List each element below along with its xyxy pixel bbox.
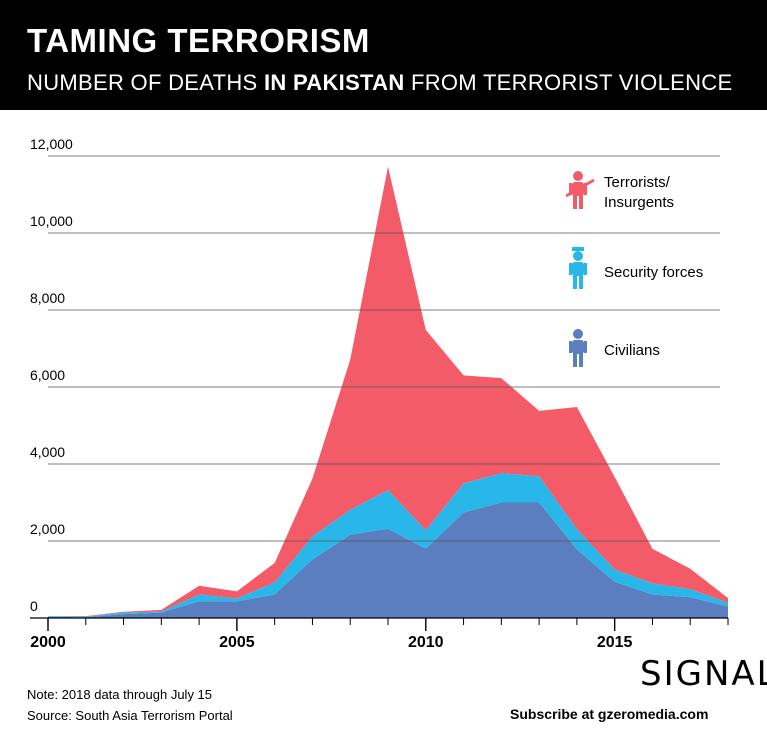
legend: Terrorists/Insurgents Security forces Civi… — [565, 171, 703, 367]
legend-label: Insurgents — [604, 194, 674, 211]
legend-label: Civilians — [604, 342, 660, 359]
y-axis-labels: 0 2,000 4,000 6,000 8,000 10,000 12,000 — [30, 136, 73, 614]
y-tick-label: 6,000 — [30, 367, 65, 383]
x-axis: 2000 2005 2010 2015 — [30, 617, 729, 651]
chart-gridlines — [48, 155, 720, 542]
legend-item-civilians: Civilians — [569, 329, 660, 367]
legend-label: Security forces — [604, 264, 703, 281]
y-tick-label: 4,000 — [30, 444, 65, 460]
area-security — [48, 473, 728, 618]
person-icon — [569, 329, 587, 367]
y-tick-label: 2,000 — [30, 521, 65, 537]
legend-item-security: Security forces — [569, 247, 703, 289]
subtitle-bold: IN PAKISTAN — [263, 70, 405, 95]
legend-label: Terrorists/ — [604, 174, 671, 191]
header: TAMING TERRORISM NUMBER OF DEATHS IN PAK… — [0, 0, 767, 110]
legend-item-terrorists: Terrorists/Insurgents — [565, 171, 674, 211]
y-tick-label: 12,000 — [30, 136, 73, 152]
subtitle-post: FROM TERRORIST VIOLENCE — [404, 70, 733, 95]
person-icon — [569, 247, 587, 289]
area-civilians — [48, 502, 728, 618]
subscribe-link[interactable]: Subscribe at gzeromedia.com — [510, 706, 709, 722]
x-tick-label: 2005 — [219, 634, 255, 651]
y-tick-label: 8,000 — [30, 290, 65, 306]
chart-subtitle: NUMBER OF DEATHS IN PAKISTAN FROM TERROR… — [27, 70, 732, 96]
signal-logo: SIGNAL — [640, 654, 767, 694]
subtitle-pre: NUMBER OF DEATHS — [27, 70, 264, 95]
area-terrorists — [48, 166, 728, 617]
x-tick-label: 2010 — [408, 634, 444, 651]
y-tick-label: 0 — [30, 598, 38, 614]
note-text: Note: 2018 data through July 15 — [27, 687, 213, 702]
chart-areas — [48, 166, 728, 618]
x-tick-label: 2000 — [30, 634, 66, 651]
person-icon — [565, 171, 595, 209]
y-tick-label: 10,000 — [30, 213, 73, 229]
chart-title: TAMING TERRORISM — [27, 22, 370, 59]
source-text: Source: South Asia Terrorism Portal — [27, 708, 233, 723]
x-tick-label: 2015 — [597, 634, 633, 651]
